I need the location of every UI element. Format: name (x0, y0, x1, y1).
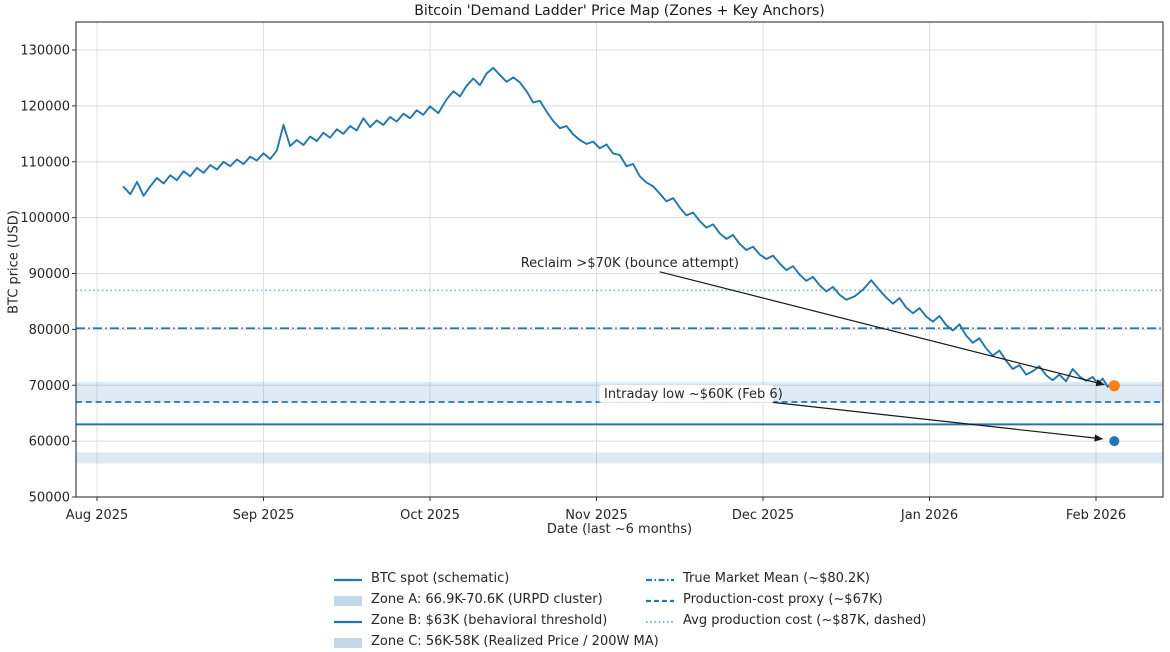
legend-column: True Market Mean (~$80.2K) Production-cos… (645, 568, 926, 652)
x-tick-label: Aug 2025 (66, 508, 129, 523)
legend-item: Zone C: 56K-58K (Realized Price / 200W M… (333, 631, 659, 652)
bounce-attempt-point (1108, 380, 1120, 392)
legend-label: True Market Mean (~$80.2K) (683, 571, 870, 586)
x-axis-label: Date (last ~6 months) (546, 522, 693, 537)
intraday-low-60k-annotation: Intraday low ~$60K (Feb 6) (604, 387, 783, 402)
legend-column: BTC spot (schematic) Zone A: 66.9K-70.6K … (333, 568, 659, 652)
y-tick-label: 100000 (20, 211, 70, 226)
legend-label: Avg production cost (~$87K, dashed) (683, 613, 927, 628)
y-tick-label: 90000 (29, 267, 70, 282)
legend-item: Zone B: $63K (behavioral threshold) (333, 610, 645, 631)
x-tick-label: Nov 2025 (565, 508, 628, 523)
chart-legend: BTC spot (schematic) Zone A: 66.9K-70.6K … (333, 568, 926, 652)
legend-swatch-patch (333, 635, 363, 649)
btc-spot-line (122, 66, 1116, 388)
reclaim-70k-annotation: Reclaim >$70K (bounce attempt) (521, 256, 739, 271)
x-tick-label: Jan 2026 (900, 508, 958, 523)
legend-item: BTC spot (schematic) (333, 568, 645, 589)
intraday-low-60k-arrow (769, 401, 1104, 442)
y-tick-label: 110000 (20, 155, 70, 170)
axes-spines (75, 21, 1164, 498)
legend-label: Zone C: 56K-58K (Realized Price / 200W M… (371, 634, 659, 649)
y-tick-label: 60000 (29, 435, 70, 450)
intraday-low-60k-bbox (598, 384, 775, 404)
y-tick-label: 130000 (20, 44, 70, 59)
x-tick-label: Feb 2026 (1066, 508, 1126, 523)
legend-item: True Market Mean (~$80.2K) (645, 568, 926, 589)
x-tick-label: Sep 2025 (233, 508, 295, 523)
legend-swatch-line-dotted (645, 614, 675, 628)
legend-swatch-line-dashed (645, 593, 675, 607)
y-tick-label: 120000 (20, 99, 70, 114)
legend-swatch-line-solid (333, 614, 363, 628)
x-tick-label: Oct 2025 (400, 508, 460, 523)
legend-label: Zone A: 66.9K-70.6K (URPD cluster) (371, 592, 603, 607)
y-tick-label: 80000 (29, 323, 70, 338)
legend-swatch-line-solid (333, 572, 363, 586)
x-tick-label: Dec 2025 (732, 508, 794, 523)
legend-label: Zone B: $63K (behavioral threshold) (371, 613, 608, 628)
reclaim-70k-arrow (659, 271, 1105, 387)
legend-label: BTC spot (schematic) (371, 571, 510, 586)
legend-item: Production-cost proxy (~$67K) (645, 589, 926, 610)
y-tick-label: 50000 (29, 491, 70, 506)
legend-swatch-patch (333, 593, 363, 607)
legend-swatch-line-dashdot (645, 572, 675, 586)
legend-item: Avg production cost (~$87K, dashed) (645, 610, 926, 631)
legend-item: Zone A: 66.9K-70.6K (URPD cluster) (333, 589, 645, 610)
legend-label: Production-cost proxy (~$67K) (683, 592, 883, 607)
chart-title: Bitcoin 'Demand Ladder' Price Map (Zones… (414, 3, 825, 19)
intraday-low-point (1109, 436, 1120, 447)
zone-c-band (76, 452, 1163, 464)
y-tick-label: 70000 (29, 379, 70, 394)
